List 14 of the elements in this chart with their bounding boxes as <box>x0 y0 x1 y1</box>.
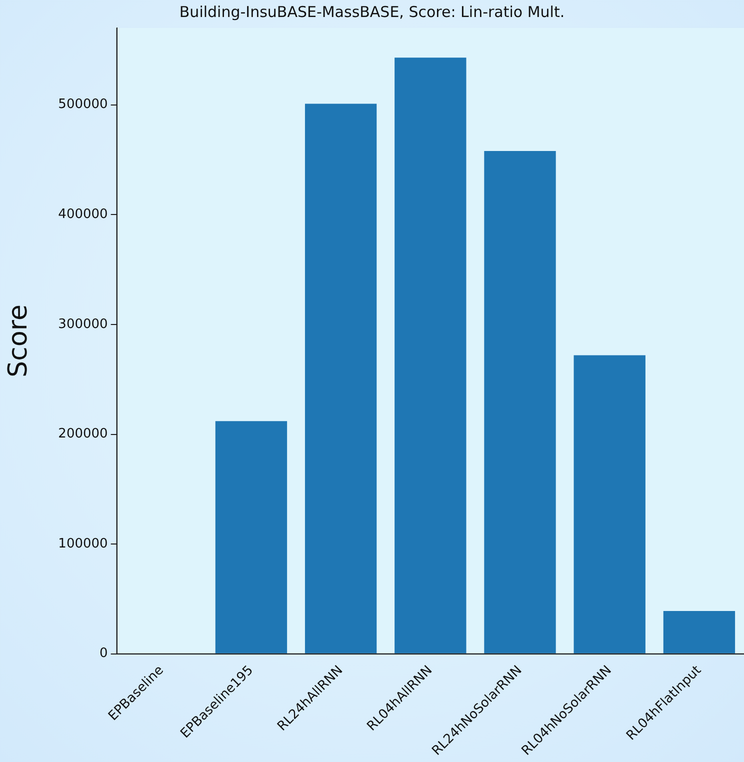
bar <box>215 421 288 654</box>
y-tick-label: 100000 <box>58 536 108 552</box>
chart-title: Building-InsuBASE-MassBASE, Score: Lin-ratio Mult. <box>179 2 565 21</box>
y-tick-label: 200000 <box>58 426 108 442</box>
bar <box>484 150 556 654</box>
bar <box>394 58 466 654</box>
bar <box>663 611 736 654</box>
y-axis-title: Score <box>3 304 34 378</box>
bar <box>574 355 646 654</box>
y-tick-label: 0 <box>100 646 108 662</box>
y-tick-label: 500000 <box>58 97 108 112</box>
y-tick-label: 400000 <box>58 207 108 222</box>
bar <box>304 104 377 654</box>
y-tick-label: 300000 <box>58 316 108 332</box>
